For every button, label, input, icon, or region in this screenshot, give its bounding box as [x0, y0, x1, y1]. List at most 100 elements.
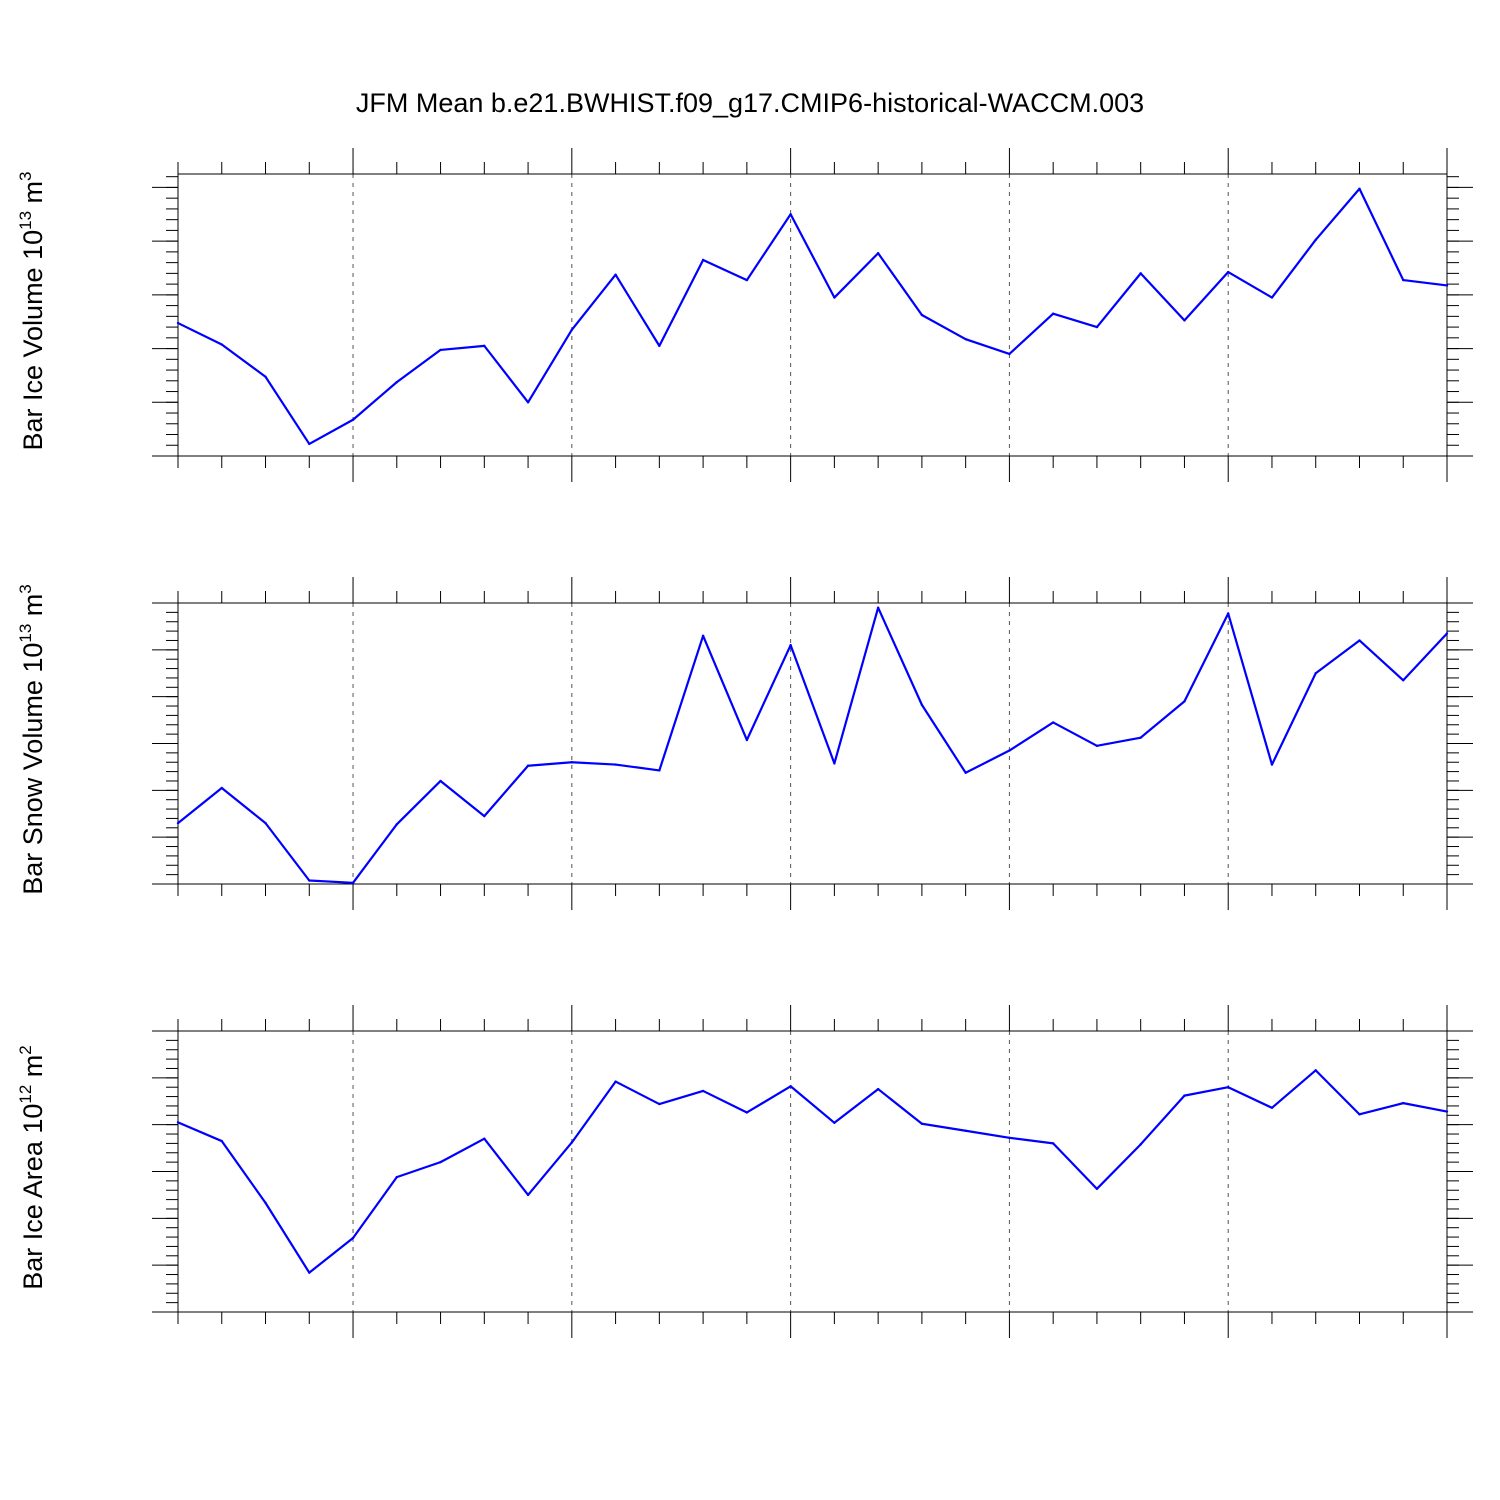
data-point: [876, 606, 880, 609]
data-point: [1270, 296, 1274, 299]
y-axis-title-unit-exp: 3: [16, 171, 35, 180]
data-point: [1227, 1086, 1230, 1089]
y-axis-title-exp: 13: [16, 211, 35, 230]
data-point: [876, 1087, 880, 1091]
panel-1: Bar Ice Volume 1013 m3: [16, 148, 1473, 482]
data-point: [1314, 238, 1317, 241]
data-point: [789, 643, 792, 647]
data-point: [308, 879, 311, 882]
data-point: [1008, 1136, 1011, 1139]
y-axis-title: Bar Ice Volume 1013 m3: [16, 171, 48, 450]
data-point: [220, 786, 223, 790]
data-point: [745, 738, 749, 742]
series-line: [177, 187, 1448, 446]
data-point: [176, 1121, 180, 1124]
data-point: [1445, 1110, 1449, 1113]
data-point: [789, 213, 792, 216]
data-point: [264, 821, 267, 825]
panel-3: Bar Ice Area 1012 m2: [16, 1005, 1473, 1338]
data-point: [964, 1129, 967, 1132]
data-point: [1139, 272, 1142, 275]
data-point: [483, 344, 486, 348]
data-point: [1445, 632, 1449, 635]
data-point: [395, 1175, 398, 1179]
data-point: [614, 1080, 617, 1083]
data-point: [176, 821, 180, 825]
data-point: [439, 779, 442, 783]
data-point: [483, 1137, 486, 1140]
data-point: [308, 1271, 311, 1274]
data-point: [570, 761, 574, 764]
data-point: [701, 634, 705, 637]
data-point: [1183, 700, 1186, 703]
data-point: [351, 881, 355, 885]
y-axis-title-exp: 13: [16, 624, 35, 643]
data-point: [745, 278, 749, 282]
data-point: [220, 343, 223, 346]
data-point: [964, 337, 967, 341]
data-point: [745, 1111, 749, 1114]
data-point: [701, 258, 705, 262]
data-point: [1402, 1101, 1405, 1105]
data-point: [264, 1201, 267, 1205]
y-axis-title-base: Bar Ice Volume 10: [18, 230, 48, 451]
data-point: [1227, 612, 1230, 615]
data-point: [1139, 1143, 1142, 1146]
data-point: [833, 1121, 836, 1124]
data-point: [1095, 744, 1099, 748]
plot-frame: [177, 1030, 1448, 1313]
y-axis-title-unit: m: [18, 1055, 48, 1085]
y-axis-title-unit: m: [18, 181, 48, 211]
data-point: [1402, 278, 1405, 282]
data-point: [1051, 312, 1055, 315]
data-point: [920, 703, 924, 707]
data-point: [658, 769, 661, 772]
data-point: [1139, 736, 1142, 739]
data-point: [1445, 284, 1449, 287]
data-point: [1314, 1069, 1317, 1072]
data-point: [833, 762, 836, 765]
data-point: [483, 814, 486, 818]
data-point: [1358, 1113, 1361, 1116]
data-point: [526, 401, 530, 404]
data-point: [920, 1122, 924, 1125]
y-axis-title-exp: 12: [16, 1085, 35, 1104]
data-point: [1095, 1187, 1099, 1191]
data-point: [351, 1236, 355, 1240]
data-point: [1358, 187, 1361, 190]
data-point: [351, 418, 355, 421]
data-point: [701, 1089, 705, 1093]
y-axis-title: Bar Ice Area 1012 m2: [16, 1045, 48, 1290]
data-point: [308, 442, 311, 446]
data-point: [1270, 763, 1274, 766]
figure-title: JFM Mean b.e21.BWHIST.f09_g17.CMIP6-hist…: [356, 88, 1144, 118]
data-point: [876, 252, 880, 255]
data-point: [789, 1085, 792, 1088]
data-point: [1095, 325, 1099, 329]
data-point: [833, 296, 836, 299]
y-axis-title-unit: m: [18, 594, 48, 624]
data-point: [176, 321, 180, 325]
data-point: [526, 1193, 530, 1197]
y-axis-title-base: Bar Snow Volume 10: [18, 643, 48, 895]
data-point: [570, 328, 574, 331]
data-point: [1008, 352, 1011, 356]
data-point: [964, 771, 967, 774]
data-point: [220, 1139, 223, 1143]
data-point: [658, 344, 661, 348]
data-point: [1008, 749, 1011, 752]
data-point: [1402, 679, 1405, 682]
data-point: [570, 1141, 574, 1144]
y-axis-title: Bar Snow Volume 1013 m3: [16, 584, 48, 895]
y-axis-title-base: Bar Ice Area 10: [18, 1104, 48, 1290]
plot-frame: [177, 602, 1448, 885]
plot-frame: [177, 173, 1448, 457]
data-point: [658, 1102, 661, 1106]
data-point: [1183, 319, 1186, 322]
data-point: [1051, 721, 1055, 724]
data-point: [920, 313, 924, 317]
y-axis-title-unit-exp: 3: [16, 584, 35, 593]
data-point: [395, 380, 398, 384]
data-point: [614, 763, 617, 766]
